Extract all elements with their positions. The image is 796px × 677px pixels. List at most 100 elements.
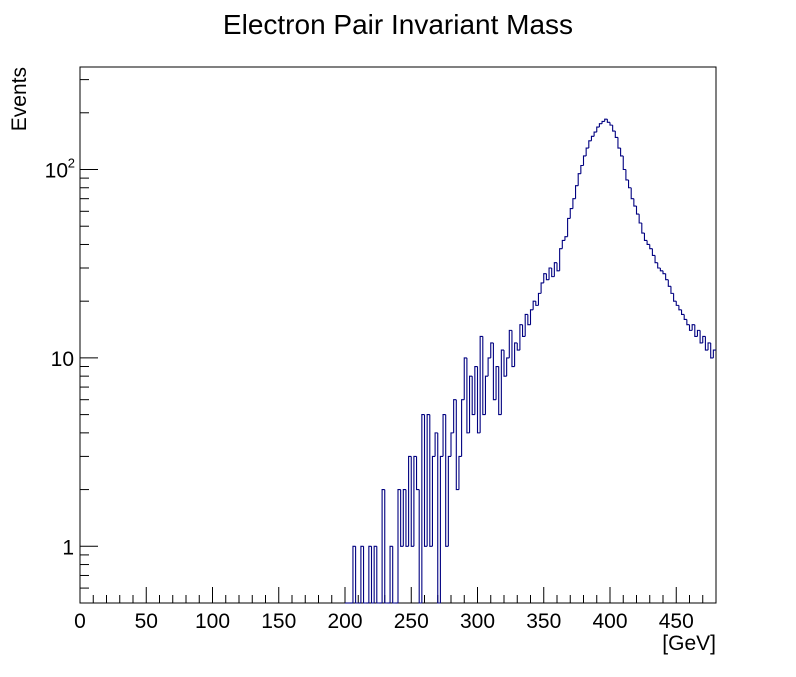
histogram-bin bbox=[479, 335, 483, 433]
histogram-bin bbox=[707, 342, 711, 351]
histogram-bin bbox=[712, 349, 716, 358]
histogram-bin bbox=[426, 414, 430, 547]
histogram-bin bbox=[355, 546, 359, 604]
histogram-bin bbox=[598, 123, 603, 128]
histogram-bin bbox=[360, 545, 364, 603]
x-tick-label: 100 bbox=[195, 610, 230, 633]
x-tick-label: 250 bbox=[394, 610, 429, 633]
histogram-bin bbox=[503, 350, 507, 377]
histogram-bin bbox=[564, 236, 568, 241]
histogram-bin bbox=[675, 301, 679, 306]
histogram-bin bbox=[617, 137, 621, 149]
histogram-bin bbox=[651, 248, 656, 256]
x-tick-label: 50 bbox=[135, 610, 158, 633]
histogram-bin bbox=[519, 324, 523, 351]
y-tick-label: 1 bbox=[62, 536, 74, 559]
histogram-bin bbox=[498, 366, 502, 416]
histogram-bin bbox=[392, 546, 396, 604]
histogram-bin bbox=[389, 545, 393, 603]
histogram-bin bbox=[447, 455, 451, 547]
histogram-bin bbox=[439, 455, 444, 603]
y-tick-exponent: 2 bbox=[68, 155, 75, 170]
histogram-bin bbox=[490, 342, 494, 358]
ticks-layer bbox=[79, 79, 717, 604]
histogram-bin bbox=[537, 292, 542, 306]
histogram-bin bbox=[487, 357, 491, 377]
histogram-bin bbox=[553, 262, 557, 277]
histogram-bin bbox=[649, 244, 653, 250]
histogram-bin bbox=[659, 268, 663, 272]
histogram-bin bbox=[710, 342, 714, 359]
histogram-bin bbox=[476, 366, 481, 434]
histogram-bin bbox=[567, 217, 571, 237]
histogram-bin bbox=[620, 148, 624, 157]
histogram-bin bbox=[431, 455, 436, 547]
histogram-bin bbox=[577, 173, 581, 186]
histogram-bin bbox=[535, 301, 539, 306]
histogram-bin bbox=[704, 336, 709, 351]
histogram-bin bbox=[421, 414, 425, 603]
histogram-bin bbox=[601, 120, 605, 124]
histogram-bin bbox=[580, 164, 584, 174]
histogram-bin bbox=[434, 432, 438, 457]
histogram-bin bbox=[545, 273, 550, 281]
histogram-bin bbox=[516, 342, 520, 351]
histogram-bin bbox=[575, 185, 579, 199]
histogram-bin bbox=[418, 489, 422, 604]
histogram-bin bbox=[665, 273, 669, 281]
histogram-bin bbox=[463, 357, 467, 400]
x-tick-label: 300 bbox=[460, 610, 495, 633]
histogram-bin bbox=[405, 489, 409, 547]
histogram-bin bbox=[633, 198, 637, 207]
y-tick-label: 10 bbox=[45, 159, 68, 182]
histogram-bin bbox=[646, 240, 650, 246]
histogram-bin bbox=[559, 248, 563, 271]
histogram-bin bbox=[582, 155, 587, 166]
histogram-bin bbox=[596, 126, 600, 133]
x-tick-label: 0 bbox=[74, 610, 86, 633]
y-tick-label: 10 bbox=[51, 348, 74, 371]
x-tick-label: 400 bbox=[592, 610, 627, 633]
histogram-bin bbox=[681, 309, 685, 316]
histogram-bin bbox=[484, 375, 489, 415]
histogram-bin bbox=[397, 489, 401, 603]
histogram-bin bbox=[635, 206, 640, 215]
histogram-bin bbox=[495, 365, 499, 400]
histogram-bin bbox=[363, 546, 367, 604]
histogram-bin bbox=[699, 330, 703, 344]
x-tick-label: 450 bbox=[659, 610, 694, 633]
histogram-bin bbox=[469, 375, 473, 433]
histogram-bin bbox=[667, 279, 671, 287]
histogram-bin bbox=[561, 239, 565, 249]
histogram-bin bbox=[506, 357, 510, 377]
histogram-bin bbox=[622, 155, 626, 171]
histogram-bin bbox=[612, 125, 616, 132]
histogram-bin bbox=[458, 455, 462, 490]
histogram-bin bbox=[511, 330, 515, 368]
histogram-bin bbox=[402, 489, 406, 547]
histogram-bin bbox=[400, 489, 404, 547]
histogram-bin bbox=[410, 456, 414, 547]
histogram-bin bbox=[641, 223, 645, 234]
histogram-bin bbox=[702, 335, 706, 343]
histogram-bin bbox=[643, 233, 648, 242]
x-tick-label: 200 bbox=[327, 610, 362, 633]
histogram-bin bbox=[588, 140, 592, 149]
histogram-bin bbox=[527, 314, 531, 326]
histogram-bin bbox=[529, 309, 534, 325]
histogram-bin bbox=[678, 305, 682, 311]
histogram-bin bbox=[551, 268, 555, 278]
y-axis-title: Events bbox=[8, 67, 31, 131]
histogram-bin bbox=[694, 324, 698, 337]
histogram-bin bbox=[453, 399, 457, 433]
x-tick-label: 350 bbox=[526, 610, 561, 633]
histogram-bin bbox=[376, 546, 380, 604]
histogram-bin bbox=[500, 349, 504, 415]
histogram-bin bbox=[673, 293, 677, 302]
histogram-bin bbox=[609, 122, 613, 126]
histogram-bin bbox=[625, 169, 629, 181]
histogram-bin bbox=[471, 376, 475, 416]
histogram-bin bbox=[466, 357, 470, 434]
